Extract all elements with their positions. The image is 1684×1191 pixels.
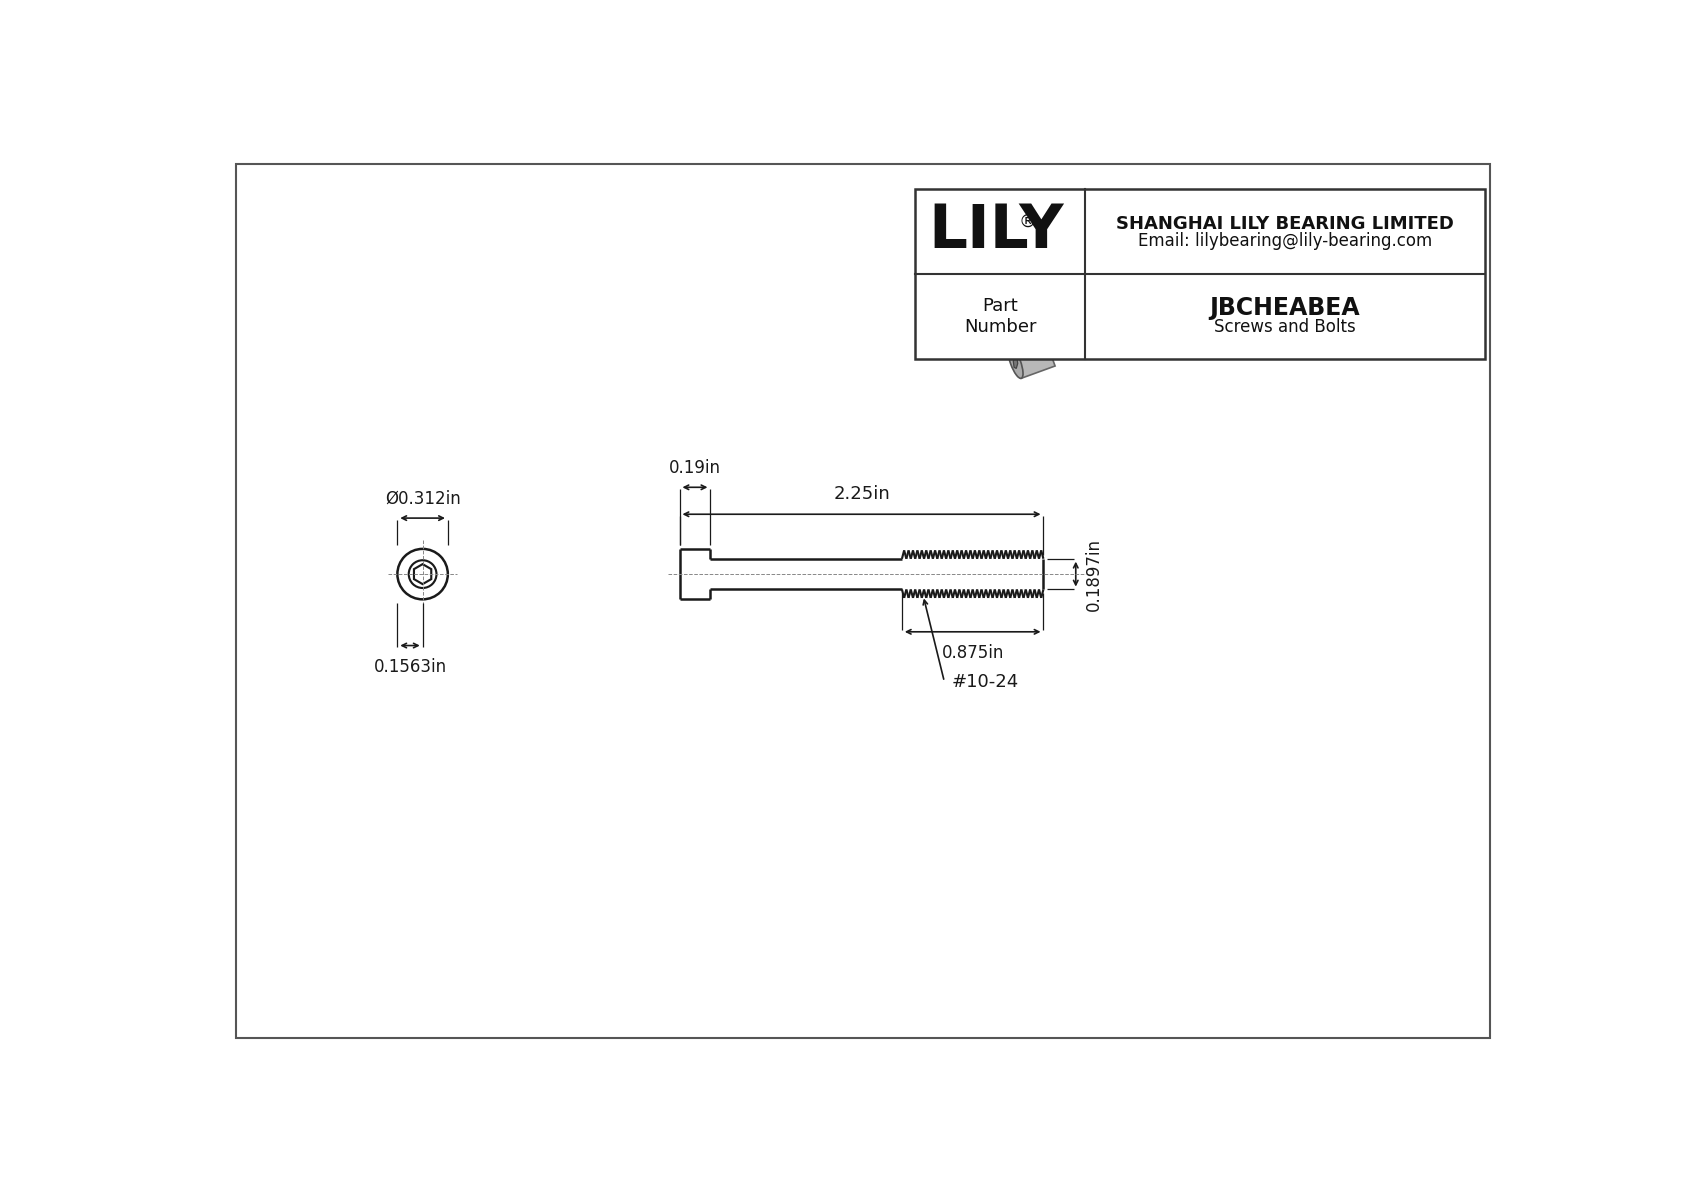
Text: Part
Number: Part Number bbox=[963, 297, 1036, 336]
Text: JBCHEABEA: JBCHEABEA bbox=[1209, 297, 1361, 320]
Text: 0.875in: 0.875in bbox=[941, 644, 1004, 662]
Text: SHANGHAI LILY BEARING LIMITED: SHANGHAI LILY BEARING LIMITED bbox=[1116, 214, 1453, 232]
Ellipse shape bbox=[1009, 347, 1022, 379]
Text: LILY: LILY bbox=[928, 202, 1064, 261]
Polygon shape bbox=[1302, 191, 1468, 266]
Text: Email: lilybearing@lily-bearing.com: Email: lilybearing@lily-bearing.com bbox=[1138, 232, 1431, 250]
Text: #10-24: #10-24 bbox=[951, 673, 1019, 691]
Text: 0.1897in: 0.1897in bbox=[1084, 537, 1103, 611]
Bar bbox=[916, 189, 1485, 358]
Text: 0.19in: 0.19in bbox=[669, 459, 721, 476]
Text: ®: ® bbox=[1019, 213, 1036, 231]
Text: Ø0.312in: Ø0.312in bbox=[384, 490, 460, 507]
Text: Screws and Bolts: Screws and Bolts bbox=[1214, 318, 1356, 336]
Text: 0.1563in: 0.1563in bbox=[374, 657, 446, 675]
Polygon shape bbox=[1010, 335, 1056, 379]
Text: 2.25in: 2.25in bbox=[834, 486, 889, 504]
Polygon shape bbox=[1014, 356, 1017, 368]
Polygon shape bbox=[1047, 251, 1307, 356]
